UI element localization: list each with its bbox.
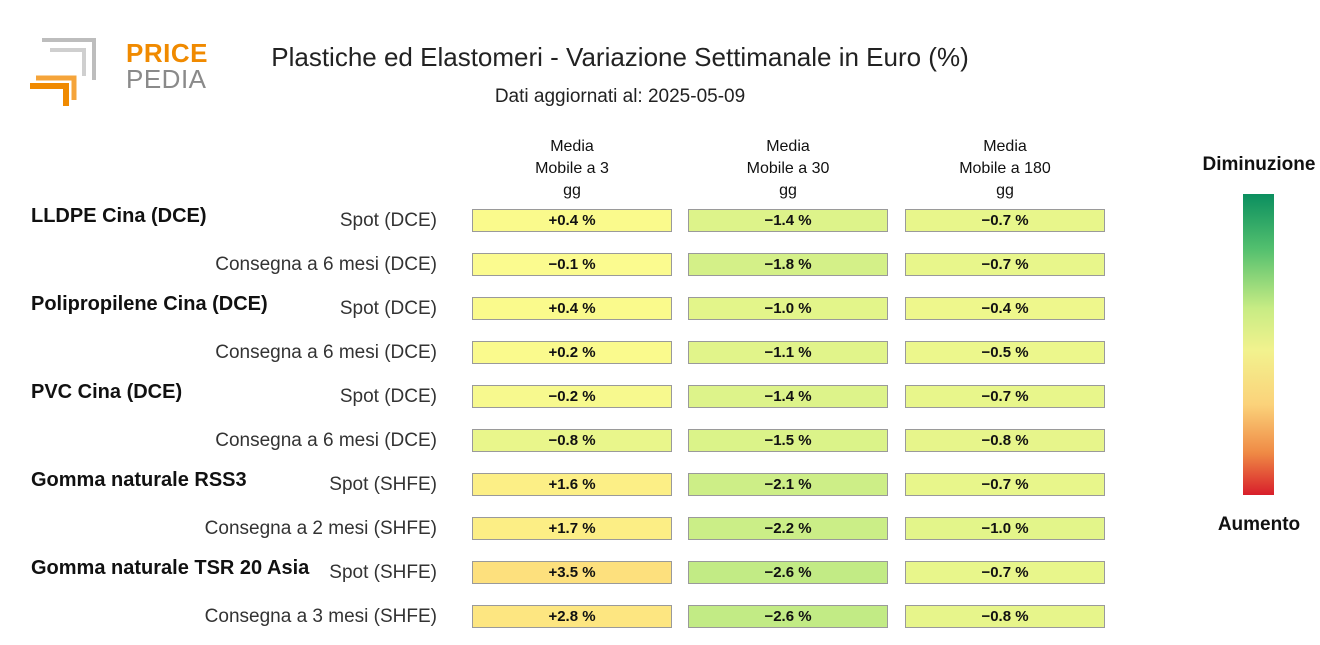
heatmap-cell: −0.7 % xyxy=(905,253,1105,276)
heatmap-cell: −0.7 % xyxy=(905,209,1105,232)
heatmap-cell: +0.4 % xyxy=(472,209,672,232)
group-label: LLDPE Cina (DCE) xyxy=(31,205,207,227)
heatmap-cell: −1.8 % xyxy=(688,253,888,276)
heatmap-cell: −0.8 % xyxy=(905,429,1105,452)
chart-subtitle: Dati aggiornati al: 2025-05-09 xyxy=(494,86,746,107)
group-label: Gomma naturale TSR 20 Asia xyxy=(31,557,310,579)
group-label: Polipropilene Cina (DCE) xyxy=(31,293,268,315)
chart-title: Plastiche ed Elastomeri - Variazione Set… xyxy=(271,42,969,72)
column-header-2: Media Mobile a 30 gg xyxy=(746,138,830,199)
pricepedia-logo: PRICE PEDIA xyxy=(28,36,207,112)
heatmap-cell: −1.1 % xyxy=(688,341,888,364)
heatmap-cell: −1.5 % xyxy=(688,429,888,452)
heatmap-cell: +1.7 % xyxy=(472,517,672,540)
heatmap-cell: −1.0 % xyxy=(688,297,888,320)
heatmap-cell: −0.5 % xyxy=(905,341,1105,364)
heatmap-cell: −0.7 % xyxy=(905,473,1105,496)
heatmap-cell: −0.8 % xyxy=(472,429,672,452)
column-header-1: Media Mobile a 3 gg xyxy=(535,138,609,199)
row-label: Spot (DCE) xyxy=(339,210,437,231)
heatmap-cell: −0.7 % xyxy=(905,561,1105,584)
group-label: Gomma naturale RSS3 xyxy=(31,469,247,491)
legend-bottom-label: Aumento xyxy=(1217,514,1301,535)
heatmap-cell: −2.6 % xyxy=(688,561,888,584)
heatmap-cell: −1.0 % xyxy=(905,517,1105,540)
heatmap-cell: −0.1 % xyxy=(472,253,672,276)
heatmap-cell: +0.2 % xyxy=(472,341,672,364)
heatmap-cell: −0.7 % xyxy=(905,385,1105,408)
heatmap-cell: +0.4 % xyxy=(472,297,672,320)
row-label: Consegna a 3 mesi (SHFE) xyxy=(204,606,437,627)
group-label: PVC Cina (DCE) xyxy=(31,381,183,403)
row-label: Consegna a 2 mesi (SHFE) xyxy=(204,518,437,539)
row-label: Consegna a 6 mesi (DCE) xyxy=(215,430,437,451)
heatmap-cell: −2.2 % xyxy=(688,517,888,540)
row-label: Consegna a 6 mesi (DCE) xyxy=(215,342,437,363)
heatmap-cell: +1.6 % xyxy=(472,473,672,496)
logo-price-text: PRICE xyxy=(126,38,208,68)
heatmap-cell: +3.5 % xyxy=(472,561,672,584)
logo-pedia-text: PEDIA xyxy=(126,64,207,94)
legend-top-label: Diminuzione xyxy=(1202,154,1316,175)
heatmap-cell: −1.4 % xyxy=(688,209,888,232)
column-header-3: Media Mobile a 180 gg xyxy=(959,138,1051,199)
row-label: Spot (DCE) xyxy=(339,298,437,319)
heatmap-cell: −1.4 % xyxy=(688,385,888,408)
heatmap-cell: −0.2 % xyxy=(472,385,672,408)
heatmap-cell: −2.6 % xyxy=(688,605,888,628)
heatmap-cell: −0.8 % xyxy=(905,605,1105,628)
logo-mark-icon xyxy=(30,38,96,106)
row-label: Spot (SHFE) xyxy=(329,562,437,583)
heatmap-cell: −0.4 % xyxy=(905,297,1105,320)
legend-colorbar xyxy=(1243,194,1274,495)
row-label: Spot (DCE) xyxy=(339,386,437,407)
heatmap-cell: +2.8 % xyxy=(472,605,672,628)
row-label: Consegna a 6 mesi (DCE) xyxy=(215,254,437,275)
row-label: Spot (SHFE) xyxy=(329,474,437,495)
heatmap-cell: −2.1 % xyxy=(688,473,888,496)
